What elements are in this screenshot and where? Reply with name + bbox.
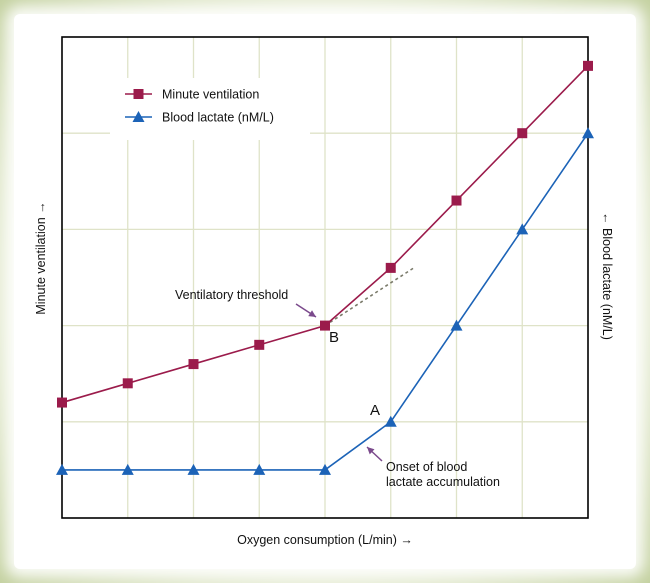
blood-lactate-point: [516, 223, 529, 235]
extrapolation-group: [324, 267, 415, 327]
annotation-onset-line1: Onset of blood: [386, 460, 467, 474]
blood-lactate-point: [56, 463, 68, 475]
minute-ventilation-point: [451, 195, 462, 206]
blood-lactate-point: [582, 127, 594, 139]
legend-marker-blood-lactate: [132, 111, 145, 122]
plot-frame: [61, 36, 589, 519]
y-axis-label-left: Minute ventilation →: [34, 201, 48, 314]
minute-ventilation-point: [320, 320, 330, 331]
minute-ventilation-point: [254, 339, 265, 350]
legend: Minute ventilation Blood lactate (nM/L): [125, 88, 274, 125]
x-axis-label: Oxygen consumption (L/min) →: [237, 533, 413, 547]
annotation-ventilatory-threshold: Ventilatory threshold: [175, 288, 288, 302]
minute-ventilation-point: [583, 60, 593, 71]
legend-label-blood-lactate: Blood lactate (nM/L): [162, 111, 274, 125]
y-axis-label-right: ← Blood lactate (nM/L): [600, 212, 614, 340]
annotation-arrows: [295, 303, 383, 462]
blood-lactate-point: [187, 463, 200, 475]
blood-lactate-point: [450, 319, 463, 331]
blood-lactate-point: [384, 415, 397, 427]
blood-lactate-point: [121, 463, 134, 475]
blood-lactate-point: [319, 463, 331, 475]
minute-ventilation-point: [517, 128, 528, 139]
point-label-a: A: [370, 402, 380, 419]
minute-ventilation-point: [188, 359, 199, 370]
legend-marker-minute-ventilation: [133, 89, 144, 99]
arrow-ventilatory-threshold-head: [308, 310, 316, 317]
point-label-b: B: [329, 329, 339, 346]
series-group: [56, 60, 594, 475]
minute-ventilation-point: [385, 262, 396, 273]
arrow-onset-lactate-head: [367, 447, 375, 455]
legend-label-minute-ventilation: Minute ventilation: [162, 88, 259, 102]
blood-lactate-point: [253, 463, 266, 475]
minute-ventilation-point: [57, 397, 67, 408]
extrapolation-line: [324, 267, 415, 327]
minute-ventilation-point: [122, 378, 133, 389]
legend-background: [110, 78, 310, 140]
annotation-onset-line2: lactate accumulation: [386, 475, 500, 489]
